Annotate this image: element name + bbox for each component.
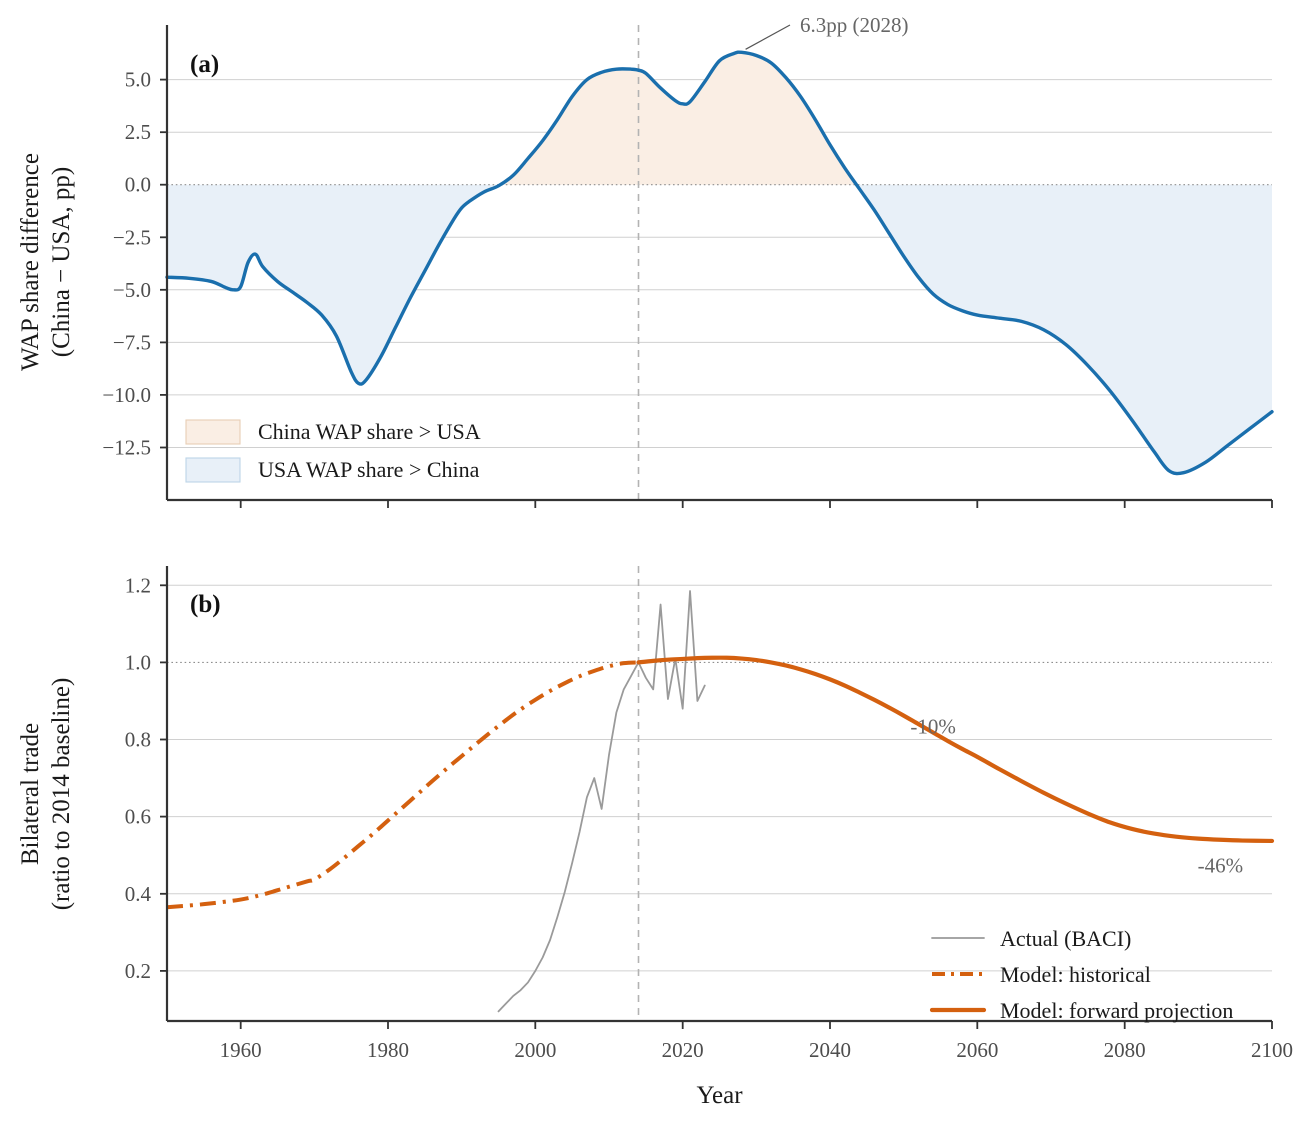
panel-a-ytick-label: −12.5 [102, 435, 151, 459]
xaxis-tick-label: 1980 [367, 1038, 409, 1062]
panel-a-ytick-label: 5.0 [125, 68, 151, 92]
panel-b-ylabel-line2: (ratio to 2014 baseline) [48, 678, 75, 911]
panel-a-ytick-label: −7.5 [113, 330, 151, 354]
panel-a-usa-greater-area [856, 184, 1272, 474]
panel-a-ytick-label: −10.0 [102, 383, 151, 407]
panel-a-ylabel-line1: WAP share difference [17, 153, 44, 371]
panel-a-ylabel: WAP share difference (China − USA, pp) [17, 153, 75, 371]
xaxis-tick-label: 2100 [1251, 1038, 1293, 1062]
panel-a-wap-difference-line [165, 50, 1274, 476]
xaxis-tick-label: 1960 [220, 1038, 262, 1062]
panel-a-legend-label-0: China WAP share > USA [258, 419, 481, 444]
panel-a-legend-label-1: USA WAP share > China [258, 457, 480, 482]
panel-b-ytick-label: 1.0 [125, 650, 151, 674]
panel-b-legend-label-1: Model: historical [1000, 962, 1151, 987]
panel-b-ytick-label: 1.2 [125, 573, 151, 597]
panel-a-ylabel-line2: (China − USA, pp) [48, 167, 75, 357]
xaxis-tick-label: 2080 [1104, 1038, 1146, 1062]
panel-a-ytick-label: −2.5 [113, 225, 151, 249]
panel-b-ytick-label: 0.6 [125, 805, 151, 829]
panel-a-legend-swatch-0 [185, 419, 241, 445]
panel-b-ytick-label: 0.8 [125, 728, 151, 752]
panel-b-model-projection-line [636, 655, 1275, 844]
panel-a-ytick-label: 0.0 [125, 173, 151, 197]
panel-a-annotation-leader [745, 24, 791, 50]
panel-b-ylabel-line1: Bilateral trade [17, 723, 44, 865]
panel-a-label: (a) [190, 51, 219, 78]
xaxis-tick-label: 2060 [956, 1038, 998, 1062]
panel-b-ytick-label: 0.2 [125, 959, 151, 983]
xaxis-tick-label: 2040 [809, 1038, 851, 1062]
xaxis-tick-label: 2000 [514, 1038, 556, 1062]
xaxis-label: Year [696, 1082, 743, 1109]
panel-b-model-historical-line [166, 660, 639, 910]
panel-b-annotation-0: -10% [910, 715, 956, 739]
panel-b-legend-label-2: Model: forward projection [1000, 998, 1233, 1023]
panel-b-annotation-1: -46% [1198, 854, 1244, 878]
panel-a-china-greater-area [500, 52, 857, 185]
panel-a-usa-greater-area [167, 184, 500, 385]
panel-b-label: (b) [190, 591, 221, 618]
panel-a-peak-annotation: 6.3pp (2028) [800, 13, 909, 37]
panel-b-ylabel: Bilateral trade (ratio to 2014 baseline) [17, 678, 75, 911]
panel-b-ytick-label: 0.4 [125, 882, 152, 906]
panel-a-legend-swatch-1 [185, 457, 241, 483]
panel-b-legend-label-0: Actual (BACI) [1000, 926, 1131, 951]
panel-a-ytick-label: −5.0 [113, 278, 151, 302]
xaxis-tick-label: 2020 [662, 1038, 704, 1062]
panel-b-actual-baci-line [497, 590, 706, 1013]
panel-a-ytick-label: 2.5 [125, 120, 151, 144]
